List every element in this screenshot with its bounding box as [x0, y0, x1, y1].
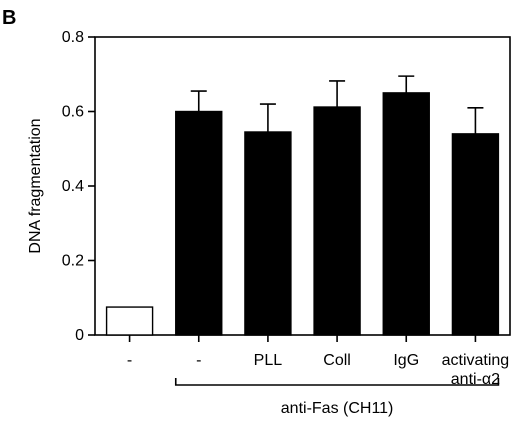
x-tick-label-line: -: [196, 352, 201, 369]
y-tick-label: 0.8: [62, 29, 84, 46]
x-tick-label: PLL: [254, 352, 283, 369]
y-tick-label: 0.2: [62, 253, 84, 270]
bar: [382, 92, 430, 336]
group-bracket-label: anti-Fas (CH11): [281, 400, 394, 417]
bar: [244, 131, 292, 336]
x-tick-label-line: PLL: [254, 352, 283, 369]
x-tick-label-line: activating: [442, 352, 510, 369]
y-tick-label: 0: [75, 327, 84, 344]
bar: [313, 106, 361, 336]
x-tick-label: activating anti-α2: [442, 352, 510, 388]
axis-frame: [94, 36, 511, 336]
plot-area: 0 0.2 0.4 0.6 0.8 DNA fragmentation - - PLL Coll I…: [27, 29, 511, 417]
x-tick-label-line: anti-α2: [451, 371, 500, 388]
bar: [175, 110, 223, 336]
x-tick-label: Coll: [323, 352, 351, 369]
x-tick-label-line: -: [127, 352, 132, 369]
panel-label: B: [2, 7, 16, 29]
x-tick-label-line: Coll: [323, 352, 351, 369]
x-tick-label-line: IgG: [393, 352, 419, 369]
bar: [105, 306, 154, 336]
bar: [451, 133, 500, 336]
x-tick-label: IgG: [393, 352, 419, 369]
y-axis-title: DNA fragmentation: [27, 118, 44, 253]
x-tick-label: -: [127, 352, 132, 369]
y-tick-label: 0.6: [62, 104, 84, 121]
y-tick-label: 0.4: [62, 178, 84, 195]
x-tick-label: -: [196, 352, 201, 369]
group-bracket: [174, 378, 500, 386]
